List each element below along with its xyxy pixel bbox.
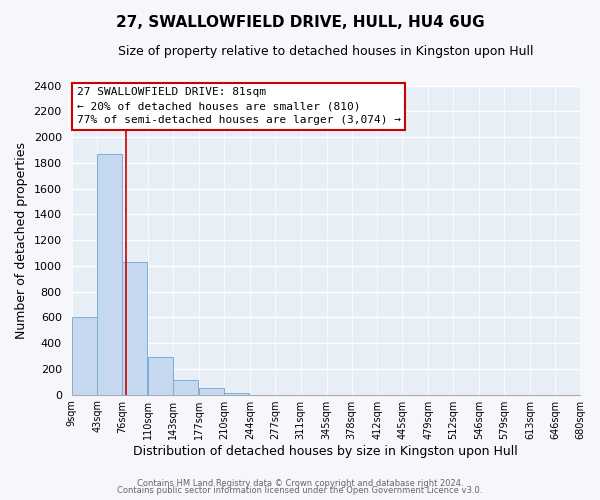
Bar [173, 380, 198, 394]
Text: 27, SWALLOWFIELD DRIVE, HULL, HU4 6UG: 27, SWALLOWFIELD DRIVE, HULL, HU4 6UG [116, 15, 484, 30]
Bar [71, 318, 97, 394]
Text: 27 SWALLOWFIELD DRIVE: 81sqm
← 20% of detached houses are smaller (810)
77% of s: 27 SWALLOWFIELD DRIVE: 81sqm ← 20% of de… [77, 87, 401, 125]
Text: Contains public sector information licensed under the Open Government Licence v3: Contains public sector information licen… [118, 486, 482, 495]
Bar [148, 357, 173, 395]
Title: Size of property relative to detached houses in Kingston upon Hull: Size of property relative to detached ho… [118, 45, 533, 58]
Y-axis label: Number of detached properties: Number of detached properties [15, 142, 28, 338]
Bar [122, 262, 148, 394]
X-axis label: Distribution of detached houses by size in Kingston upon Hull: Distribution of detached houses by size … [133, 444, 518, 458]
Bar [199, 388, 224, 394]
Text: Contains HM Land Registry data © Crown copyright and database right 2024.: Contains HM Land Registry data © Crown c… [137, 478, 463, 488]
Bar [97, 154, 122, 394]
